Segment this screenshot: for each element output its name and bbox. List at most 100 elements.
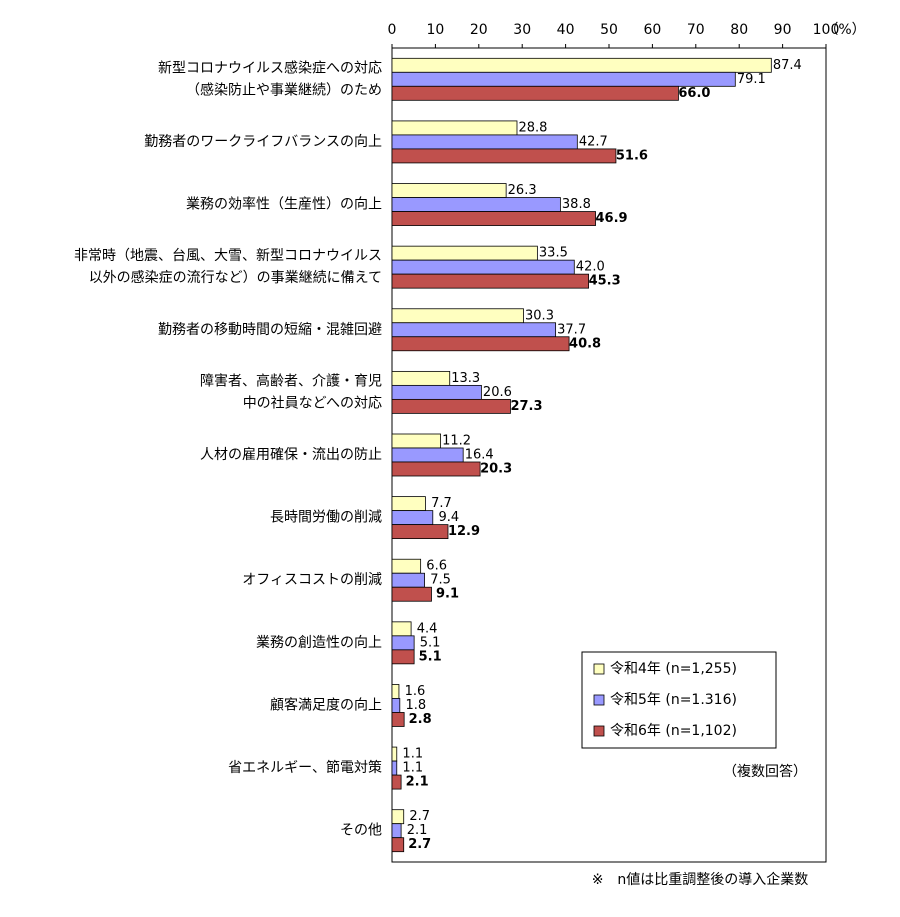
x-tick-label: 10 [426,22,444,38]
value-label: 6.6 [426,559,447,574]
x-tick-label: 40 [557,22,575,38]
x-tick-label: 70 [687,22,705,38]
label-line: 勤務者の移動時間の短縮・混雑回避 [158,322,382,338]
label-line: オフィスコストの削減 [242,571,382,588]
y-tick-label: 人材の雇用確保・流出の防止 [200,446,382,463]
value-label: 1.8 [405,698,426,713]
value-label: 40.8 [569,336,601,351]
value-label: 11.2 [442,434,471,449]
bar [391,684,400,699]
bar [391,461,481,477]
y-tick-label: 障害者、高齢者、介護・育児中の社員などへの対応 [200,372,382,411]
value-label: 9.4 [438,510,459,525]
value-label: 1.6 [405,684,426,699]
value-label: 13.3 [451,371,480,386]
value-label: 2.8 [409,712,432,727]
bar [391,510,434,526]
label-line: 長時間労働の削減 [270,509,382,526]
y-tick-label: 業務の創造性の向上 [256,635,382,651]
legend-swatch [593,725,605,737]
label-line: 以外の感染症の流行など）の事業継続に備えて [89,269,382,286]
value-label: 20.3 [480,462,512,477]
legend-box [581,651,777,749]
value-label: 2.7 [408,837,431,852]
bar [391,774,402,790]
y-tick-label: 顧客満足度の向上 [270,696,382,713]
bar [391,837,405,853]
value-label: 27.3 [510,399,542,414]
unit-label: （%） [824,22,865,38]
bar [391,211,596,226]
bar [391,746,398,762]
bar [391,322,557,338]
label-line: 勤務者のワークライフバランスの向上 [144,134,382,150]
bar [391,524,449,540]
bar [391,370,451,386]
y-tick-label: 省エネルギー、節電対策 [228,759,382,776]
bar [391,85,679,101]
bar [391,148,617,164]
value-label: 2.7 [409,809,430,824]
x-tick-label: 30 [513,22,531,38]
note: ※ n値は比重調整後の導入企業数 [592,871,809,888]
x-tick-label: 100 [813,22,840,38]
bar [391,698,401,713]
value-label: 45.3 [589,274,621,289]
bar [391,649,415,665]
bar [391,496,426,512]
label-line: 新型コロナウイルス感染症への対応 [158,59,382,76]
value-label: 5.1 [419,649,442,664]
legend-swatch [593,663,605,675]
bar [391,823,402,839]
bar [391,336,570,352]
value-label: 2.1 [407,823,428,838]
y-tick-label: 新型コロナウイルス感染症への対応 （感染防止や事業継続）のため [158,59,382,98]
y-tick-label: 長時間労働の削減 [270,509,382,526]
note: （複数回答） [723,763,807,780]
bar [391,398,511,414]
y-tick-label: オフィスコストの削減 [242,571,382,588]
label-line: 障害者、高齢者、介護・育児 [200,372,382,389]
value-label: 7.7 [431,496,452,511]
value-label: 12.9 [448,524,480,539]
bar [391,183,507,198]
bar [391,621,412,637]
bar [391,572,425,588]
x-tick-label: 90 [774,22,792,38]
bar [391,71,736,87]
bar [391,134,578,150]
legend-swatch [593,694,605,706]
y-tick-label: 勤務者のワークライフバランスの向上 [144,134,382,150]
value-label: 1.1 [402,747,423,762]
value-label: 2.1 [406,775,429,790]
value-label: 26.3 [508,183,537,198]
value-label: 16.4 [465,448,494,463]
bar [391,259,575,275]
bar [391,308,524,324]
label-line: 顧客満足度の向上 [270,696,382,713]
label-line: 業務の創造性の向上 [256,635,382,651]
value-label: 42.0 [576,260,605,275]
value-label: 42.7 [579,134,608,149]
value-label: 1.1 [402,761,423,776]
x-tick-label: 60 [643,22,661,38]
value-label: 20.6 [483,385,512,400]
bar [391,712,405,727]
y-tick-label: 業務の効率性（生産性）の向上 [186,196,382,213]
x-tick-label: 20 [470,22,488,38]
label-line: 省エネルギー、節電対策 [228,759,382,776]
y-tick-label: 非常時（地震、台風、大雪、新型コロナウイルス以外の感染症の流行など）の事業継続に… [74,248,382,286]
bar [391,586,432,602]
value-label: 87.4 [773,58,802,73]
bar [391,809,405,825]
value-label: 37.7 [557,322,586,337]
bar [391,447,464,463]
bar [391,57,772,73]
label-line: 業務の効率性（生産性）の向上 [186,196,382,213]
value-label: 7.5 [430,573,451,588]
value-label: 5.1 [420,635,441,650]
legend-label: 令和5年 (n=1.316) [610,692,737,708]
value-label: 51.6 [616,148,648,163]
x-tick-label: 80 [730,22,748,38]
label-line: （感染防止や事業継続）のため [186,81,382,98]
